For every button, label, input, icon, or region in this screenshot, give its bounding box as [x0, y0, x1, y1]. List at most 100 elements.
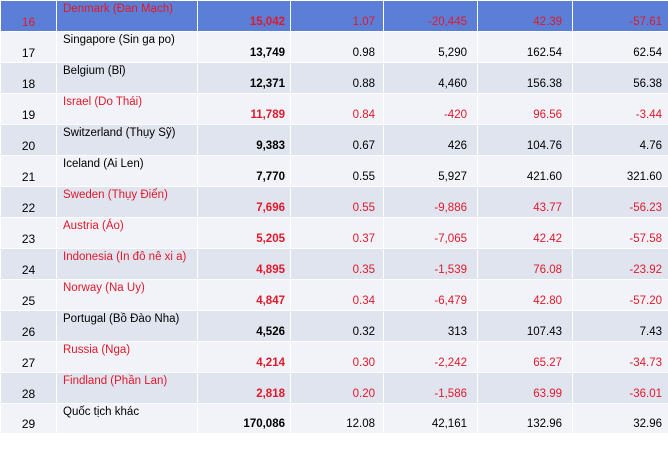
growth-percent: -56.23 — [572, 186, 668, 218]
row-index: 17 — [0, 31, 57, 63]
row-index: 27 — [0, 341, 57, 373]
country-name: Denmark (Đan Mạch) — [56, 0, 198, 32]
country-name: Indonesia (In đô nê xi a) — [56, 248, 198, 280]
visitor-count: 4,895 — [197, 248, 291, 280]
share-percent: 0.84 — [290, 93, 384, 125]
table-row: 21 Iceland (Ai Len) 7,770 0.55 5,927 421… — [0, 155, 668, 187]
change-amount: -1,586 — [383, 372, 478, 404]
country-name: Russia (Nga) — [56, 341, 198, 373]
ratio-percent: 104.76 — [477, 124, 573, 156]
table-body: 16 Denmark (Đan Mạch) 15,042 1.07 -20,44… — [0, 0, 668, 434]
country-name: Quốc tịch khác — [56, 403, 198, 434]
share-percent: 0.35 — [290, 248, 384, 280]
row-index: 23 — [0, 217, 57, 249]
growth-percent: 32.96 — [572, 403, 668, 434]
visitor-count: 7,696 — [197, 186, 291, 218]
growth-percent: -36.01 — [572, 372, 668, 404]
ratio-percent: 96.56 — [477, 93, 573, 125]
share-percent: 0.30 — [290, 341, 384, 373]
ratio-percent: 42.42 — [477, 217, 573, 249]
table-row: 16 Denmark (Đan Mạch) 15,042 1.07 -20,44… — [0, 0, 668, 32]
row-index: 25 — [0, 279, 57, 311]
row-index: 24 — [0, 248, 57, 280]
ratio-percent: 76.08 — [477, 248, 573, 280]
change-amount: 4,460 — [383, 62, 478, 94]
change-amount: 5,927 — [383, 155, 478, 187]
country-name: Iceland (Ai Len) — [56, 155, 198, 187]
visitor-count: 4,214 — [197, 341, 291, 373]
country-name: Singapore (Sin ga po) — [56, 31, 198, 63]
table-row: 18 Belgium (Bỉ) 12,371 0.88 4,460 156.38… — [0, 62, 668, 94]
change-amount: -7,065 — [383, 217, 478, 249]
change-amount: 42,161 — [383, 403, 478, 434]
growth-percent: -57.20 — [572, 279, 668, 311]
table-row: 17 Singapore (Sin ga po) 13,749 0.98 5,2… — [0, 31, 668, 63]
ratio-percent: 107.43 — [477, 310, 573, 342]
visitor-count: 5,205 — [197, 217, 291, 249]
share-percent: 0.67 — [290, 124, 384, 156]
country-name: Sweden (Thụy Điển) — [56, 186, 198, 218]
ratio-percent: 156.38 — [477, 62, 573, 94]
ratio-percent: 65.27 — [477, 341, 573, 373]
growth-percent: -34.73 — [572, 341, 668, 373]
ratio-percent: 421.60 — [477, 155, 573, 187]
table-row: 29 Quốc tịch khác 170,086 12.08 42,161 1… — [0, 403, 668, 434]
row-index: 20 — [0, 124, 57, 156]
share-percent: 0.32 — [290, 310, 384, 342]
table-row: 19 Israel (Do Thái) 11,789 0.84 -420 96.… — [0, 93, 668, 125]
ratio-percent: 132.96 — [477, 403, 573, 434]
change-amount: -9,886 — [383, 186, 478, 218]
row-index: 28 — [0, 372, 57, 404]
share-percent: 0.20 — [290, 372, 384, 404]
row-index: 19 — [0, 93, 57, 125]
share-percent: 1.07 — [290, 0, 384, 32]
visitor-count: 15,042 — [197, 0, 291, 32]
visitor-count: 12,371 — [197, 62, 291, 94]
visitor-statistics-table: 16 Denmark (Đan Mạch) 15,042 1.07 -20,44… — [0, 0, 668, 434]
table-row: 24 Indonesia (In đô nê xi a) 4,895 0.35 … — [0, 248, 668, 280]
visitor-count: 11,789 — [197, 93, 291, 125]
growth-percent: -23.92 — [572, 248, 668, 280]
ratio-percent: 162.54 — [477, 31, 573, 63]
change-amount: 426 — [383, 124, 478, 156]
change-amount: -2,242 — [383, 341, 478, 373]
visitor-count: 13,749 — [197, 31, 291, 63]
growth-percent: 62.54 — [572, 31, 668, 63]
visitor-count: 2,818 — [197, 372, 291, 404]
share-percent: 0.37 — [290, 217, 384, 249]
change-amount: -1,539 — [383, 248, 478, 280]
growth-percent: -57.58 — [572, 217, 668, 249]
change-amount: -420 — [383, 93, 478, 125]
row-index: 21 — [0, 155, 57, 187]
row-index: 22 — [0, 186, 57, 218]
table-row: 25 Norway (Na Uy) 4,847 0.34 -6,479 42.8… — [0, 279, 668, 311]
visitor-count: 9,383 — [197, 124, 291, 156]
country-name: Austria (Áo) — [56, 217, 198, 249]
growth-percent: 4.76 — [572, 124, 668, 156]
growth-percent: 321.60 — [572, 155, 668, 187]
share-percent: 0.88 — [290, 62, 384, 94]
ratio-percent: 43.77 — [477, 186, 573, 218]
ratio-percent: 63.99 — [477, 372, 573, 404]
growth-percent: -57.61 — [572, 0, 668, 32]
change-amount: -20,445 — [383, 0, 478, 32]
table-row: 27 Russia (Nga) 4,214 0.30 -2,242 65.27 … — [0, 341, 668, 373]
row-index: 29 — [0, 403, 57, 434]
growth-percent: -3.44 — [572, 93, 668, 125]
country-name: Norway (Na Uy) — [56, 279, 198, 311]
table-row: 23 Austria (Áo) 5,205 0.37 -7,065 42.42 … — [0, 217, 668, 249]
share-percent: 0.34 — [290, 279, 384, 311]
share-percent: 0.55 — [290, 186, 384, 218]
visitor-count: 7,770 — [197, 155, 291, 187]
growth-percent: 7.43 — [572, 310, 668, 342]
growth-percent: 56.38 — [572, 62, 668, 94]
row-index: 26 — [0, 310, 57, 342]
country-name: Switzerland (Thụy Sỹ) — [56, 124, 198, 156]
country-name: Israel (Do Thái) — [56, 93, 198, 125]
share-percent: 12.08 — [290, 403, 384, 434]
change-amount: 5,290 — [383, 31, 478, 63]
table-row: 20 Switzerland (Thụy Sỹ) 9,383 0.67 426 … — [0, 124, 668, 156]
visitor-count: 170,086 — [197, 403, 291, 434]
visitor-count: 4,526 — [197, 310, 291, 342]
row-index: 18 — [0, 62, 57, 94]
